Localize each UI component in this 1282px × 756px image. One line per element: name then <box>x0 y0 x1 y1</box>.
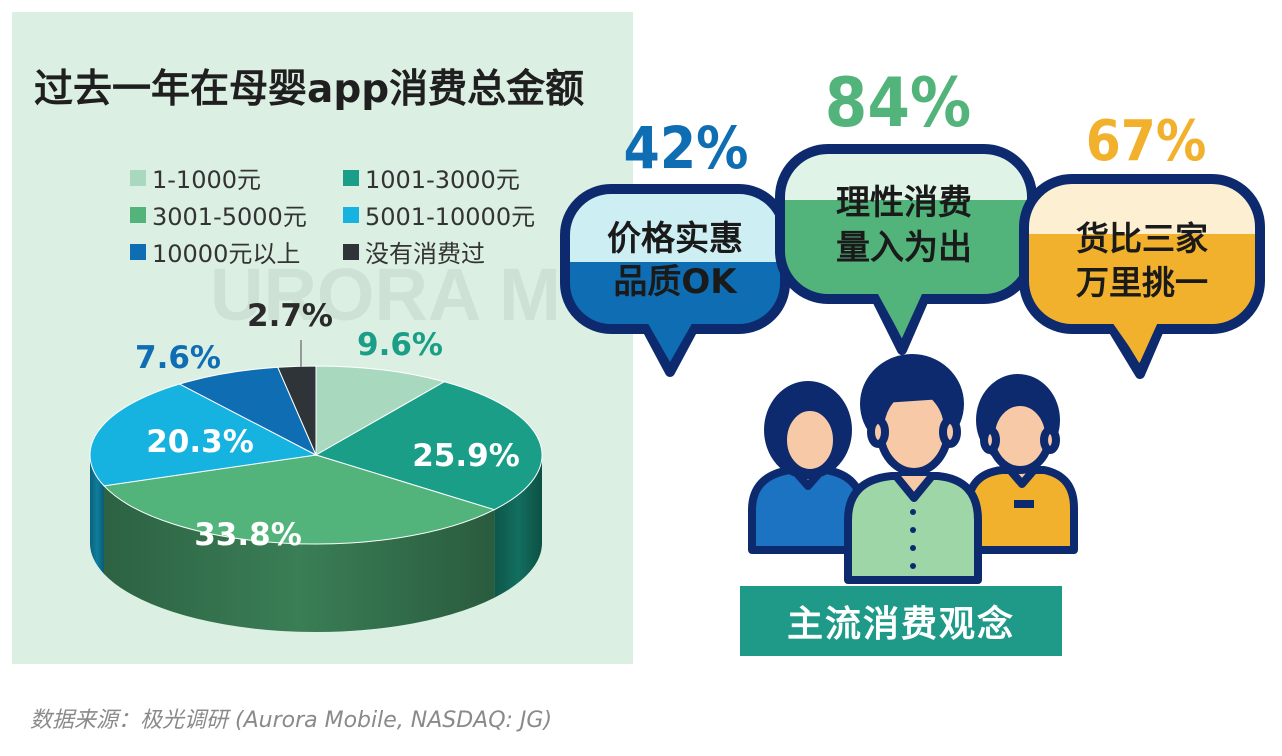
pie-slice-1 <box>315 365 446 456</box>
pie-data-label-4: 20.3% <box>146 424 254 460</box>
percent-42: 42% <box>624 114 749 182</box>
legend-item-1: 1-1000元 <box>130 160 261 195</box>
bubble1-level <box>565 262 785 329</box>
bubble1-line1: 价格实惠 <box>607 219 743 259</box>
bubble1-line2: 品质OK <box>613 262 738 302</box>
bubble2-level <box>780 200 1032 299</box>
pie-data-label-5: 7.6% <box>135 340 221 376</box>
legend-item-4: 5001-10000元 <box>343 197 535 232</box>
pie-data-label-3: 33.8% <box>194 517 302 553</box>
legend-item-2: 1001-3000元 <box>343 160 520 195</box>
bubble3-level <box>1024 234 1260 329</box>
percent-84: 84% <box>825 64 971 143</box>
legend-item-5: 10000元以上 <box>130 234 300 269</box>
legend-label: 1-1000元 <box>152 166 262 194</box>
bubble-compare: 货比三家 万里挑一 <box>1019 174 1265 379</box>
bubble-rational: 理性消费 量入为出 <box>775 144 1037 355</box>
legend-label: 3001-5000元 <box>152 203 307 231</box>
pie-side-shade <box>90 455 104 574</box>
legend-label: 没有消费过 <box>365 240 485 268</box>
bubble3-line2: 万里挑一 <box>1076 263 1208 302</box>
legend-swatch <box>343 206 359 223</box>
pie-side-shade <box>494 455 542 598</box>
pie-slices <box>89 365 543 545</box>
pie-sides <box>90 455 542 632</box>
legend-swatch <box>130 169 146 186</box>
pie-side-shade <box>103 485 495 632</box>
legend-item-3: 3001-5000元 <box>130 197 307 232</box>
pie-slice-2 <box>314 381 543 511</box>
people-illustration <box>748 354 1078 584</box>
legend-item-6: 没有消费过 <box>343 234 485 269</box>
bubble2-line2: 量入为出 <box>836 228 972 268</box>
data-source-note: 数据来源：极光调研 (Aurora Mobile, NASDAQ: JG) <box>30 708 553 733</box>
concepts-infographic: 42% 84% 67% 价格实惠 品质OK 理性消费 量入为出 <box>560 64 1265 584</box>
mainstream-concept-banner: 主流消费观念 <box>740 586 1062 656</box>
pie-data-label-1: 9.6% <box>357 327 443 363</box>
pie-slice-3 <box>102 454 496 545</box>
bubble-price-quality: 价格实惠 品质OK <box>560 184 790 377</box>
percent-67: 67% <box>1086 109 1207 174</box>
pie-slice-4 <box>89 383 318 487</box>
legend-label: 5001-10000元 <box>365 203 536 231</box>
legend-swatch <box>343 243 359 260</box>
legend-label: 1001-3000元 <box>365 166 520 194</box>
chart-title: 过去一年在母婴app消费总金额 <box>34 67 585 112</box>
pie-slice-5 <box>178 366 318 457</box>
pie-slice-6 <box>277 365 317 456</box>
legend-swatch <box>343 169 359 186</box>
legend-swatch <box>130 206 146 223</box>
pie-data-label-6: 2.7% <box>247 298 333 334</box>
person-center <box>844 354 982 584</box>
bubble2-line1: 理性消费 <box>836 183 972 223</box>
pie-data-labels: 9.6% 25.9% 33.8% 20.3% 7.6% 2.7% <box>135 298 520 553</box>
legend-swatch <box>130 243 146 260</box>
legend-label: 10000元以上 <box>152 240 301 268</box>
person-right <box>964 374 1078 554</box>
pie-data-label-2: 25.9% <box>412 438 520 474</box>
bubble3-line1: 货比三家 <box>1076 219 1208 258</box>
person-left <box>748 381 866 554</box>
